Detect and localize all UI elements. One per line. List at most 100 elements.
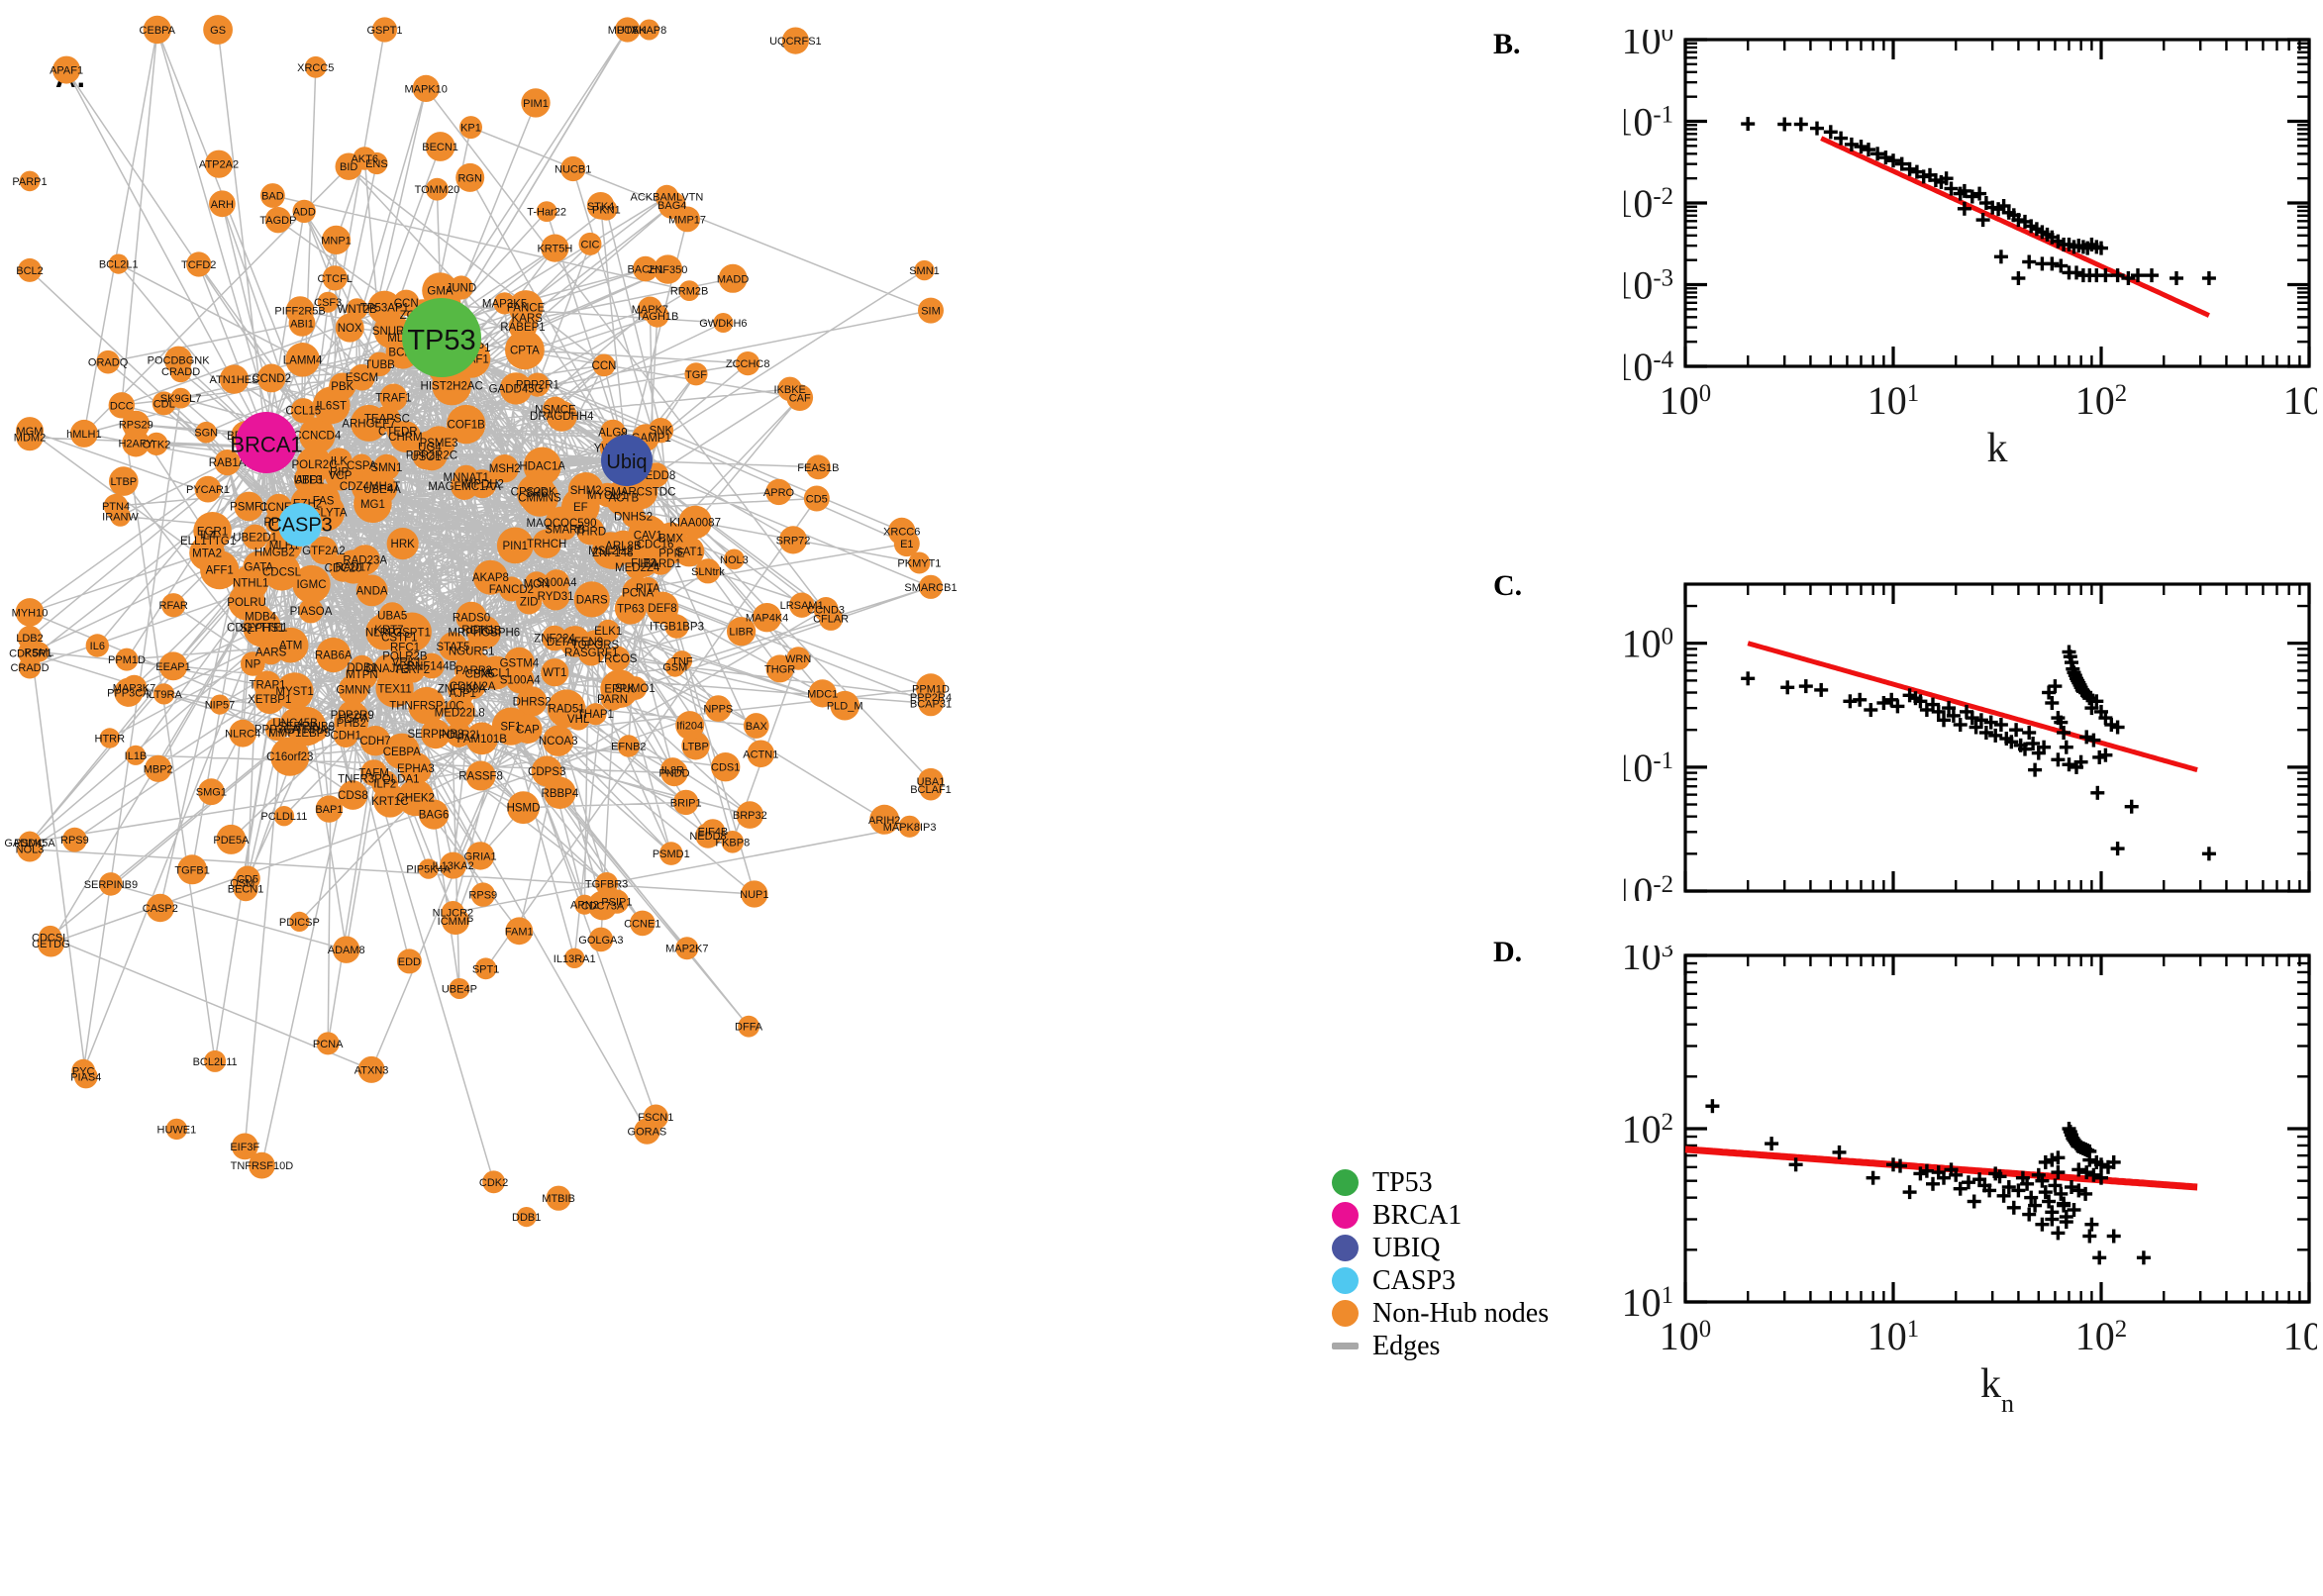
network-node[interactable] <box>918 684 944 710</box>
network-node[interactable] <box>415 439 448 471</box>
network-node[interactable] <box>781 27 810 54</box>
network-node[interactable] <box>165 1118 188 1141</box>
network-node[interactable] <box>633 255 658 282</box>
network-node[interactable] <box>234 491 264 522</box>
network-node[interactable] <box>546 1185 571 1211</box>
network-node[interactable] <box>69 419 98 448</box>
network-node[interactable] <box>204 150 234 178</box>
network-node[interactable] <box>349 363 375 391</box>
network-node[interactable] <box>659 842 683 865</box>
network-node[interactable] <box>544 569 570 596</box>
network-node[interactable] <box>914 259 935 281</box>
network-node[interactable] <box>316 637 352 673</box>
network-node[interactable] <box>516 686 548 717</box>
network-node[interactable] <box>426 177 449 201</box>
network-node[interactable] <box>547 689 586 728</box>
network-node[interactable] <box>595 536 630 569</box>
network-node[interactable] <box>604 646 631 671</box>
network-node[interactable] <box>898 815 921 838</box>
network-node[interactable] <box>367 290 402 325</box>
network-node[interactable] <box>673 536 705 567</box>
network-node[interactable] <box>233 876 258 902</box>
network-node[interactable] <box>350 453 373 477</box>
network-node[interactable] <box>315 795 344 823</box>
network-node[interactable] <box>577 639 605 666</box>
network-node[interactable] <box>506 665 535 694</box>
network-node[interactable] <box>673 789 699 816</box>
network-node[interactable] <box>419 799 450 830</box>
network-node[interactable] <box>592 353 616 377</box>
network-node[interactable] <box>675 937 699 960</box>
network-node[interactable] <box>209 190 236 218</box>
network-node[interactable] <box>516 588 543 615</box>
network-node[interactable] <box>16 417 44 446</box>
network-node[interactable] <box>383 733 420 769</box>
network-node[interactable] <box>700 819 726 844</box>
network-node[interactable] <box>322 265 348 291</box>
network-node[interactable] <box>125 745 147 765</box>
network-node[interactable] <box>289 911 310 933</box>
network-node[interactable] <box>153 683 175 705</box>
network-node[interactable] <box>646 591 679 625</box>
network-node[interactable] <box>653 254 683 284</box>
network-node[interactable] <box>765 478 792 506</box>
network-node[interactable] <box>304 55 327 78</box>
network-node[interactable] <box>359 726 391 756</box>
network-node[interactable] <box>918 574 944 599</box>
network-node[interactable] <box>198 778 225 806</box>
network-node[interactable] <box>389 421 422 452</box>
network-node[interactable] <box>675 711 705 741</box>
network-node[interactable] <box>765 654 794 683</box>
network-node[interactable] <box>664 656 685 677</box>
network-node[interactable] <box>498 576 524 602</box>
network-node[interactable] <box>507 791 540 825</box>
network-node[interactable] <box>357 1055 385 1083</box>
network-node[interactable] <box>517 473 556 513</box>
network-node[interactable] <box>638 296 662 322</box>
network-node[interactable] <box>614 592 648 625</box>
network-node[interactable] <box>312 386 351 425</box>
network-node[interactable] <box>367 351 392 376</box>
network-node[interactable] <box>425 132 455 161</box>
network-node[interactable] <box>338 780 368 810</box>
network-node[interactable] <box>186 251 212 277</box>
network-node[interactable] <box>657 191 686 219</box>
network-node[interactable] <box>316 1032 340 1055</box>
network-node[interactable] <box>39 925 62 949</box>
network-node[interactable] <box>203 15 234 45</box>
network-node[interactable] <box>736 351 760 376</box>
network-node[interactable] <box>110 506 131 527</box>
network-node[interactable] <box>194 475 222 503</box>
network-node[interactable] <box>648 418 674 444</box>
network-node[interactable] <box>449 275 473 300</box>
network-node[interactable] <box>249 1151 275 1179</box>
network-node[interactable] <box>446 722 472 748</box>
network-node[interactable] <box>630 910 656 937</box>
network-node[interactable] <box>893 531 920 557</box>
network-node[interactable] <box>622 504 645 528</box>
network-node[interactable] <box>216 824 247 854</box>
network-node[interactable] <box>373 453 400 481</box>
network-node[interactable] <box>678 505 712 540</box>
network-node[interactable] <box>513 714 543 745</box>
network-node[interactable] <box>536 201 557 223</box>
network-node[interactable] <box>505 917 534 946</box>
network-node[interactable] <box>521 88 551 118</box>
network-node[interactable] <box>17 836 43 862</box>
network-node[interactable] <box>18 257 42 282</box>
network-node[interactable] <box>711 752 741 782</box>
network-node[interactable] <box>214 449 241 476</box>
network-node[interactable] <box>442 907 469 936</box>
network-node[interactable] <box>85 634 110 657</box>
network-node[interactable] <box>584 703 607 726</box>
network-node[interactable] <box>62 827 87 852</box>
network-node[interactable] <box>177 854 208 885</box>
network-node[interactable] <box>114 677 144 707</box>
network-node[interactable] <box>288 722 311 744</box>
hub-node-casp3[interactable] <box>278 503 322 547</box>
network-node[interactable] <box>398 655 426 683</box>
network-node[interactable] <box>574 894 595 915</box>
network-node[interactable] <box>808 679 837 708</box>
network-node[interactable] <box>158 651 188 681</box>
